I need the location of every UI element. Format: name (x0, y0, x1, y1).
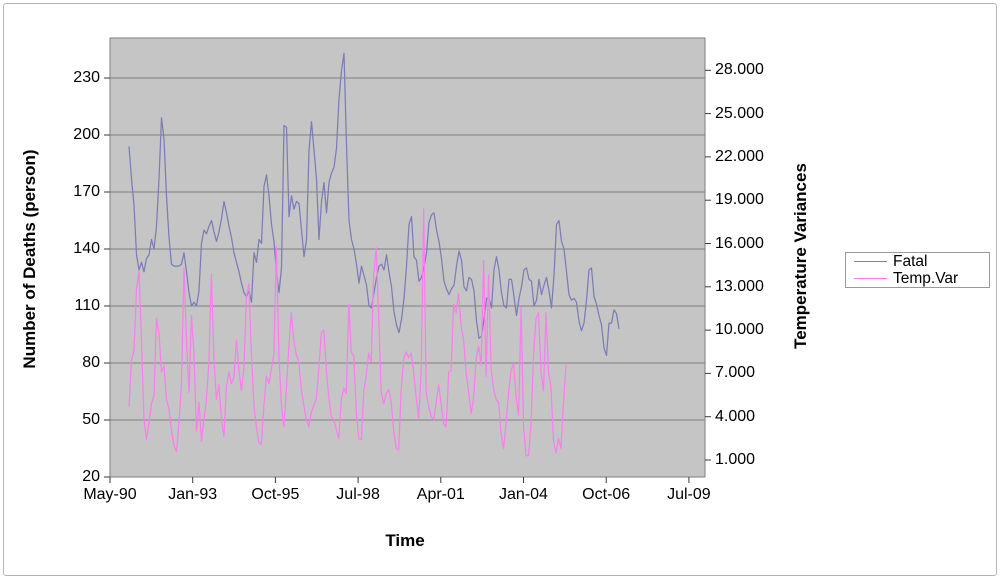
legend-label-tempvar: Temp.Var (893, 270, 959, 287)
plot-area (109, 37, 706, 478)
x-tick-label: Jul-98 (336, 486, 380, 503)
legend-label-fatal: Fatal (893, 253, 928, 270)
legend-item-tempvar: Temp.Var (846, 270, 989, 287)
y-right-tick-label: 10.000 (715, 321, 764, 339)
x-tick-label: Apr-01 (416, 486, 465, 503)
x-tick-label: Oct-06 (582, 486, 631, 503)
x-tick-label: Jan-93 (168, 486, 218, 503)
y-right-axis-title: Temperature Variances (791, 163, 810, 349)
y-right-tick-label: 25.000 (715, 104, 764, 122)
y-left-axis-title: Number of Deaths (person) (20, 149, 39, 369)
y-right-tick-label: 19.000 (715, 191, 764, 209)
y-left-tick-label: 110 (74, 297, 100, 314)
y-left-tick-label: 140 (73, 240, 100, 257)
legend: Fatal Temp.Var (845, 252, 990, 288)
x-tick-label: Oct-95 (251, 486, 300, 503)
x-tick-label: Jul-09 (667, 486, 711, 503)
x-axis-title: Time (385, 531, 425, 550)
tempvar-line (128, 208, 567, 457)
y-right-tick-label: 4.000 (715, 407, 756, 425)
y-right-tick-label: 16.000 (715, 234, 764, 252)
y-right-tick-label: 22.000 (715, 147, 764, 165)
y-right-tick-label: 7.000 (715, 364, 756, 382)
y-left-tick-label: 200 (73, 126, 100, 143)
y-left-tick-label: 170 (73, 183, 100, 200)
y-left-tick-label: 80 (82, 354, 100, 371)
y-right-tick-label: 1.000 (715, 451, 756, 468)
fatal-line-swatch-icon (854, 261, 887, 262)
y-right-tick-label: 13.000 (715, 277, 764, 295)
legend-item-fatal: Fatal (846, 253, 989, 270)
y-left-tick-label: 50 (82, 411, 100, 428)
y-right-tick-label: 28.000 (715, 61, 764, 79)
y-left-tick-label: 20 (82, 468, 100, 485)
x-tick-label: May-90 (83, 486, 137, 503)
tempvar-line-swatch-icon (854, 278, 887, 279)
y-left-tick-label: 230 (73, 69, 100, 86)
x-tick-label: Jan-04 (499, 486, 548, 503)
fatal-line (128, 52, 620, 357)
